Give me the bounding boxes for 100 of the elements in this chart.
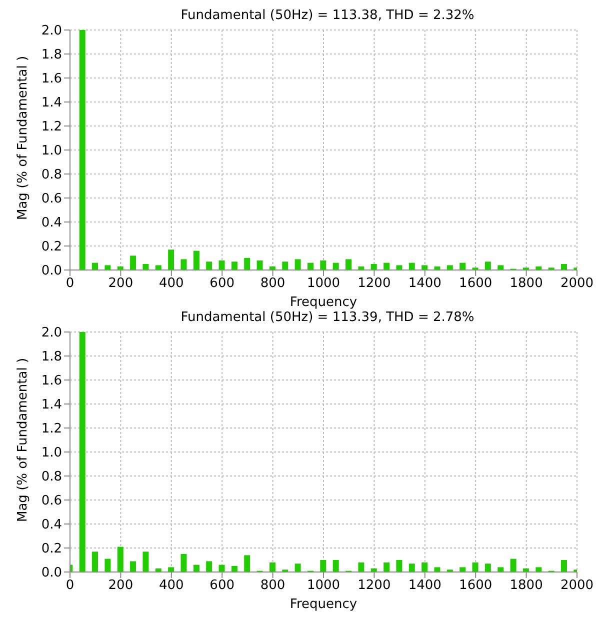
bar bbox=[155, 265, 162, 270]
bar bbox=[408, 564, 415, 572]
bar bbox=[498, 567, 504, 572]
bar bbox=[244, 555, 250, 572]
bar bbox=[294, 564, 301, 572]
bar bbox=[269, 562, 276, 572]
bar bbox=[560, 264, 567, 270]
x-axis-title: Frequency bbox=[290, 295, 358, 310]
y-tick-label: 0.4 bbox=[41, 518, 62, 533]
x-tick-label: 400 bbox=[158, 578, 184, 594]
bar bbox=[422, 265, 428, 270]
x-tick-label: 600 bbox=[210, 276, 235, 292]
bar bbox=[434, 567, 440, 572]
y-tick-label: 1.6 bbox=[41, 72, 62, 87]
y-tick-label: 0.6 bbox=[41, 494, 62, 509]
bar bbox=[231, 262, 238, 270]
x-tick-label: 800 bbox=[260, 578, 286, 594]
x-tick-label: 200 bbox=[108, 578, 134, 594]
x-tick-label: 2000 bbox=[560, 276, 594, 292]
x-tick-label: 1200 bbox=[358, 276, 391, 292]
x-tick-label: 1600 bbox=[459, 578, 492, 594]
bar bbox=[168, 250, 174, 270]
x-tick-label: 1000 bbox=[306, 578, 340, 594]
bar bbox=[294, 259, 301, 270]
x-axis-title: Frequency bbox=[290, 597, 358, 612]
bar bbox=[231, 566, 238, 572]
bar bbox=[130, 561, 136, 572]
chart-title: Fundamental (50Hz) = 113.39, THD = 2.78% bbox=[180, 310, 476, 326]
bar bbox=[218, 260, 225, 270]
y-tick-label: 1.4 bbox=[41, 96, 62, 111]
bar bbox=[92, 552, 98, 572]
x-tick-label: 1000 bbox=[306, 276, 340, 292]
bar bbox=[206, 262, 212, 270]
bar bbox=[307, 262, 314, 270]
bar bbox=[92, 262, 98, 270]
y-tick-label: 0.6 bbox=[41, 192, 62, 207]
bar bbox=[180, 259, 187, 270]
bar bbox=[256, 260, 263, 270]
bar bbox=[408, 262, 415, 270]
bar bbox=[460, 262, 466, 270]
bar bbox=[320, 260, 326, 270]
bar bbox=[130, 256, 136, 270]
x-tick-label: 600 bbox=[210, 578, 235, 594]
y-tick-label: 1.2 bbox=[41, 422, 62, 437]
x-tick-label: 1600 bbox=[459, 276, 492, 292]
bar bbox=[370, 264, 377, 270]
x-tick-label: 200 bbox=[108, 276, 134, 292]
bar bbox=[320, 560, 326, 572]
bar bbox=[79, 30, 86, 270]
bar bbox=[484, 564, 491, 572]
bar bbox=[218, 564, 225, 572]
x-tick-label: 800 bbox=[260, 276, 286, 292]
bar bbox=[472, 562, 478, 572]
bar bbox=[79, 332, 86, 572]
bar bbox=[206, 561, 212, 572]
y-tick-label: 2.0 bbox=[41, 24, 62, 39]
y-tick-label: 1.2 bbox=[41, 120, 62, 135]
bar bbox=[180, 554, 187, 572]
y-tick-label: 0.4 bbox=[41, 216, 62, 231]
bar bbox=[193, 250, 200, 270]
y-axis-title: Mag (% of Fundamental ) bbox=[16, 56, 31, 220]
x-tick-label: 1800 bbox=[510, 276, 543, 292]
bar bbox=[142, 264, 149, 270]
y-tick-label: 0.2 bbox=[41, 542, 62, 557]
y-axis-title: Mag (% of Fundamental ) bbox=[16, 358, 31, 522]
y-tick-label: 0.0 bbox=[41, 264, 62, 279]
bar bbox=[346, 259, 352, 270]
x-tick-label: 0 bbox=[66, 578, 74, 594]
chart-title: Fundamental (50Hz) = 113.38, THD = 2.32% bbox=[180, 8, 476, 24]
x-tick-label: 1400 bbox=[408, 578, 442, 594]
bar bbox=[422, 562, 428, 572]
bar bbox=[510, 558, 516, 572]
y-tick-label: 1.6 bbox=[41, 374, 62, 389]
bar bbox=[384, 562, 390, 572]
bar bbox=[244, 258, 250, 270]
bar bbox=[396, 265, 402, 270]
x-tick-label: 0 bbox=[66, 276, 74, 292]
bar bbox=[117, 546, 124, 572]
y-tick-label: 0.2 bbox=[41, 240, 62, 255]
y-tick-label: 0.0 bbox=[41, 566, 62, 581]
bar bbox=[104, 265, 111, 270]
y-tick-label: 1.8 bbox=[41, 350, 62, 365]
bar bbox=[560, 560, 567, 572]
y-tick-label: 1.4 bbox=[41, 398, 62, 413]
x-tick-label: 2000 bbox=[560, 578, 594, 594]
y-tick-label: 2.0 bbox=[41, 326, 62, 341]
bar bbox=[104, 558, 111, 572]
y-tick-label: 0.8 bbox=[41, 168, 62, 183]
bar bbox=[536, 567, 542, 572]
bar bbox=[358, 562, 364, 572]
bar bbox=[332, 560, 339, 572]
y-tick-label: 1.0 bbox=[41, 144, 62, 159]
bar bbox=[446, 265, 453, 270]
y-tick-label: 1.8 bbox=[41, 48, 62, 63]
x-tick-label: 1200 bbox=[358, 578, 391, 594]
x-tick-label: 1800 bbox=[510, 578, 543, 594]
bar bbox=[498, 265, 504, 270]
bar bbox=[282, 262, 288, 270]
bar bbox=[484, 262, 491, 270]
bar bbox=[396, 560, 402, 572]
